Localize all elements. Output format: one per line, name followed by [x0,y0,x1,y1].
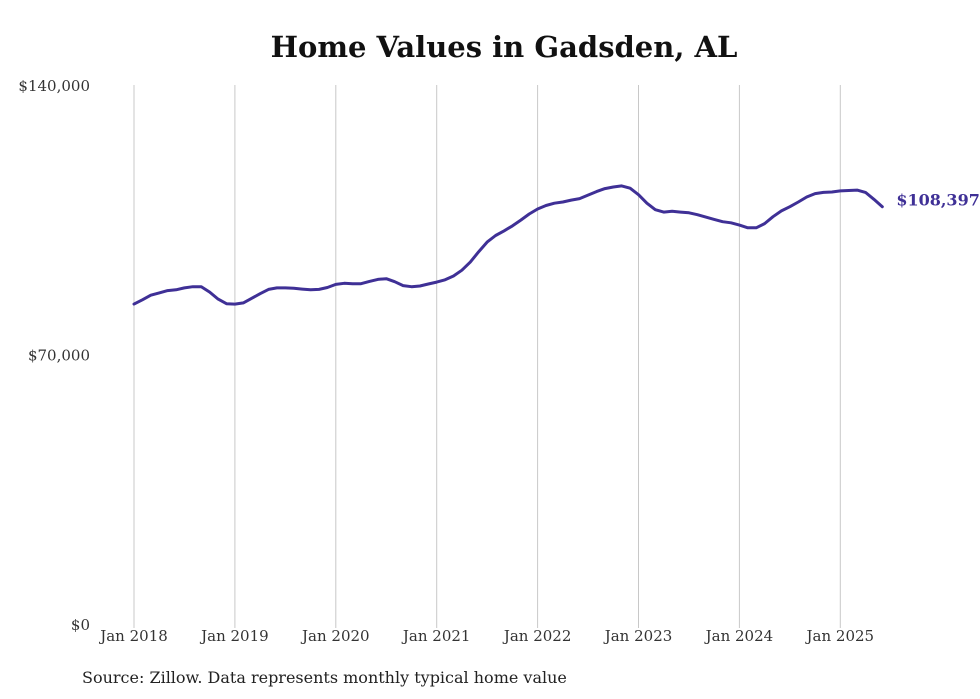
y-axis-tick-labels: $0 $70,000 $140,000 [18,77,90,634]
x-tick-label: Jan 2020 [300,627,370,645]
source-note: Source: Zillow. Data represents monthly … [82,668,567,687]
x-tick-label: Jan 2024 [704,627,774,645]
x-tick-label: Jan 2021 [401,627,471,645]
y-tick-label: $70,000 [28,347,90,365]
series-line [132,184,884,306]
grid-lines [133,85,841,628]
x-tick-label: Jan 2025 [805,627,875,645]
y-tick-label: $0 [71,616,90,634]
x-axis-tick-labels: Jan 2018 Jan 2019 Jan 2020 Jan 2021 Jan 2022… [98,627,874,645]
x-tick-label: Jan 2022 [502,627,572,645]
x-tick-label: Jan 2023 [603,627,673,645]
end-value-label: $108,397 [896,191,980,210]
series-layer: $108,397 [132,184,980,306]
chart-title: Home Values in Gadsden, AL [270,30,738,64]
y-tick-label: $140,000 [18,77,90,95]
x-tick-label: Jan 2019 [199,627,269,645]
x-tick-label: Jan 2018 [98,627,168,645]
